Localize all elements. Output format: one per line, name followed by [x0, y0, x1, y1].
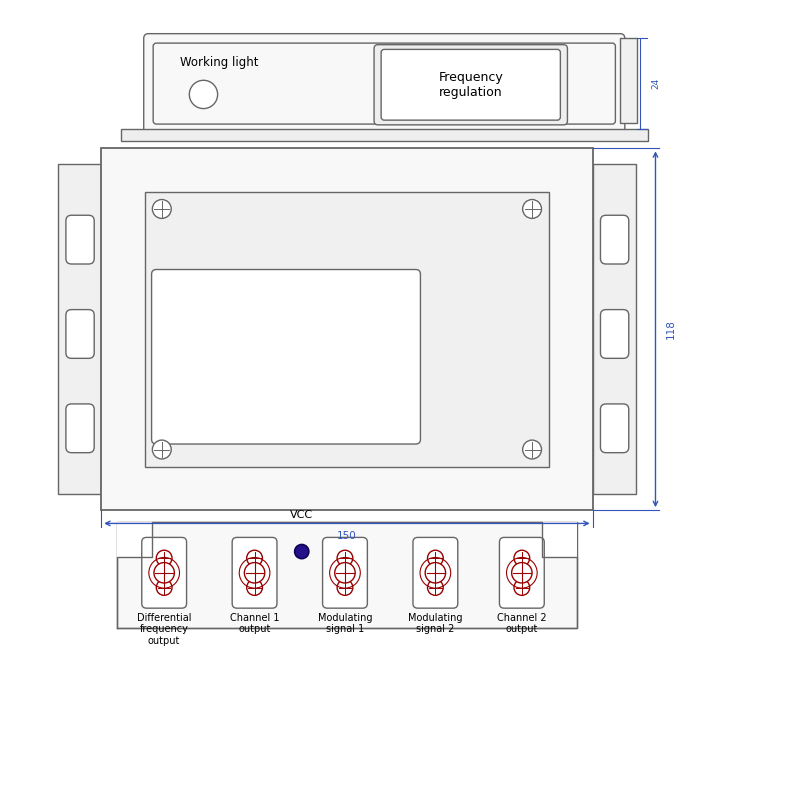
FancyBboxPatch shape [322, 538, 367, 608]
FancyBboxPatch shape [601, 215, 629, 264]
Bar [58, 164, 102, 494]
Text: Channel 1
output: Channel 1 output [230, 613, 279, 634]
Circle shape [337, 580, 353, 595]
Circle shape [522, 440, 542, 459]
Circle shape [427, 580, 443, 595]
Bar [145, 192, 550, 467]
Circle shape [514, 580, 530, 595]
Circle shape [337, 550, 353, 566]
Text: 24: 24 [651, 78, 661, 90]
Text: Differential
frequency
output: Differential frequency output [137, 613, 191, 646]
FancyBboxPatch shape [153, 43, 615, 124]
FancyBboxPatch shape [142, 538, 186, 608]
Circle shape [154, 562, 174, 583]
Text: VCC: VCC [290, 510, 314, 520]
Circle shape [246, 580, 262, 595]
Circle shape [152, 440, 171, 459]
Bar [117, 522, 577, 628]
FancyBboxPatch shape [601, 404, 629, 453]
Circle shape [427, 550, 443, 566]
FancyBboxPatch shape [144, 34, 625, 134]
FancyBboxPatch shape [499, 538, 544, 608]
FancyBboxPatch shape [66, 404, 94, 453]
Bar [117, 522, 152, 558]
Bar [542, 522, 577, 558]
Text: Frequency
regulation: Frequency regulation [438, 70, 503, 98]
Circle shape [522, 199, 542, 218]
Circle shape [244, 562, 265, 583]
FancyBboxPatch shape [374, 45, 567, 125]
Bar [102, 149, 593, 510]
Bar [620, 38, 638, 122]
Text: Channel 2
output: Channel 2 output [497, 613, 546, 634]
Text: Working light: Working light [180, 56, 258, 69]
Circle shape [190, 80, 218, 109]
FancyBboxPatch shape [232, 538, 277, 608]
Circle shape [152, 199, 171, 218]
Circle shape [514, 550, 530, 566]
Circle shape [246, 550, 262, 566]
Circle shape [334, 562, 355, 583]
Bar [593, 164, 636, 494]
FancyBboxPatch shape [151, 270, 421, 444]
Bar [121, 129, 648, 142]
Text: 150: 150 [337, 531, 357, 542]
FancyBboxPatch shape [413, 538, 458, 608]
FancyBboxPatch shape [66, 215, 94, 264]
Circle shape [512, 562, 532, 583]
Text: Modulating
signal 1: Modulating signal 1 [318, 613, 372, 634]
FancyBboxPatch shape [66, 310, 94, 358]
Circle shape [156, 580, 172, 595]
Text: 118: 118 [666, 319, 676, 339]
FancyBboxPatch shape [381, 50, 560, 120]
Text: Modulating
signal 2: Modulating signal 2 [408, 613, 462, 634]
Circle shape [156, 550, 172, 566]
Circle shape [425, 562, 446, 583]
FancyBboxPatch shape [601, 310, 629, 358]
Circle shape [294, 545, 309, 558]
